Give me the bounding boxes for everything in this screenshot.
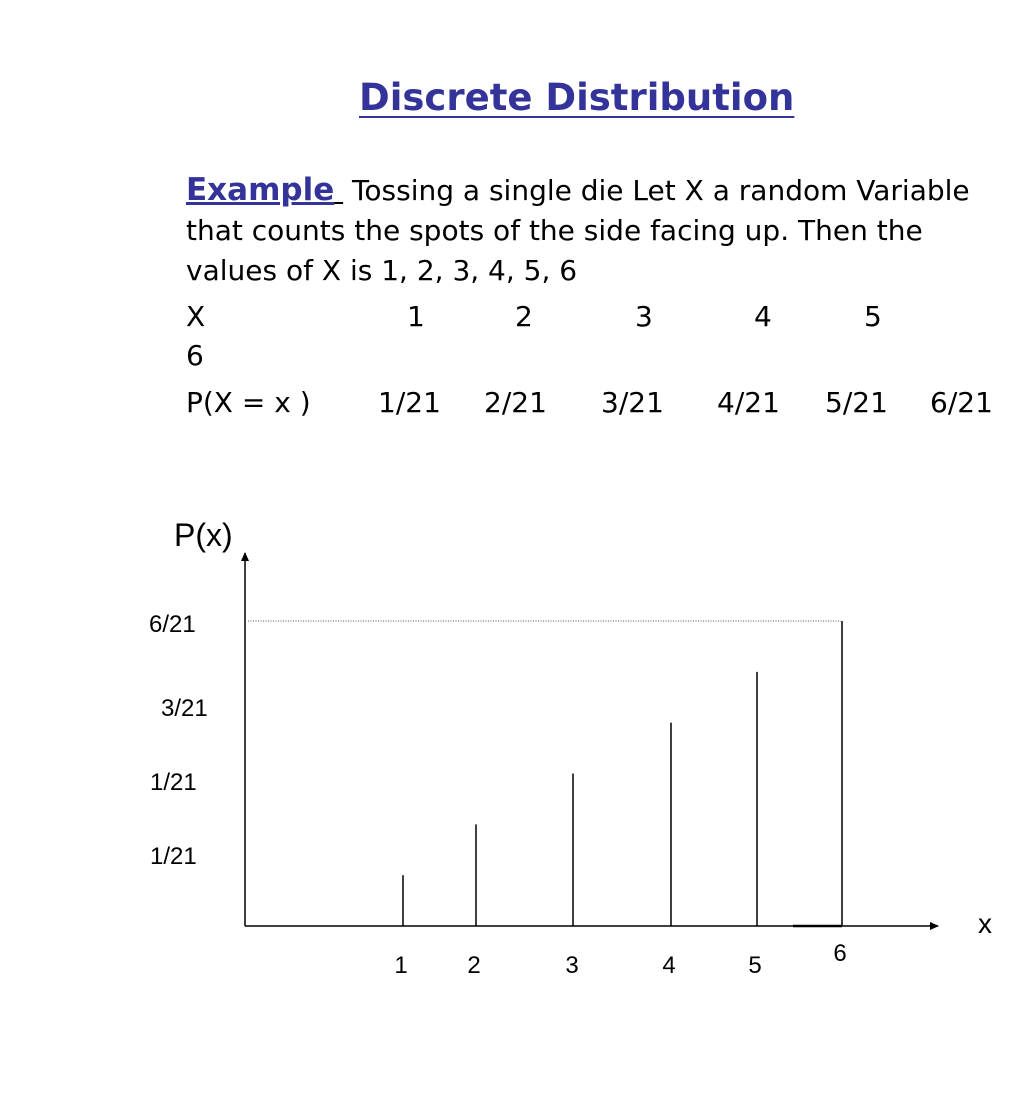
p-value: 6/21: [930, 386, 993, 419]
y-tick-label: 1/21: [150, 769, 197, 796]
x-tick-label: 5: [748, 952, 761, 979]
example-paragraph: Example Tossing a single die Let X a ran…: [186, 170, 1016, 291]
x-value: 3: [635, 300, 653, 333]
y-tick-label: 1/21: [150, 843, 197, 870]
p-header: P(X = x ): [186, 386, 311, 419]
x-value: 1: [407, 300, 425, 333]
x-tick-label: 1: [394, 952, 407, 979]
x-tick-label: 3: [565, 952, 578, 979]
p-value: 4/21: [717, 386, 780, 419]
x-value: 2: [515, 300, 533, 333]
x-tick-label: 4: [662, 952, 675, 979]
y-tick-label: 6/21: [149, 611, 196, 638]
example-text: Tossing a single die Let X a random Vari…: [186, 174, 970, 287]
p-value: 5/21: [825, 386, 888, 419]
bar-group: 1 2 3 4 5 6: [394, 621, 847, 979]
p-value: 3/21: [601, 386, 664, 419]
x-tick-label: 6: [833, 940, 846, 967]
y-tick-label: 3/21: [161, 695, 208, 722]
page-title: Discrete Distribution: [359, 76, 795, 119]
x-value: 4: [754, 300, 772, 333]
x-axis-label: x: [978, 908, 992, 939]
y-axis-label: P(x): [174, 517, 233, 553]
x-tick-label: 2: [467, 952, 480, 979]
x-value-wrapped: 6: [186, 339, 204, 372]
p-value: 1/21: [378, 386, 441, 419]
x-header: X: [186, 300, 206, 333]
p-value: 2/21: [484, 386, 547, 419]
x-value: 5: [864, 300, 882, 333]
example-label: Example: [186, 172, 335, 208]
